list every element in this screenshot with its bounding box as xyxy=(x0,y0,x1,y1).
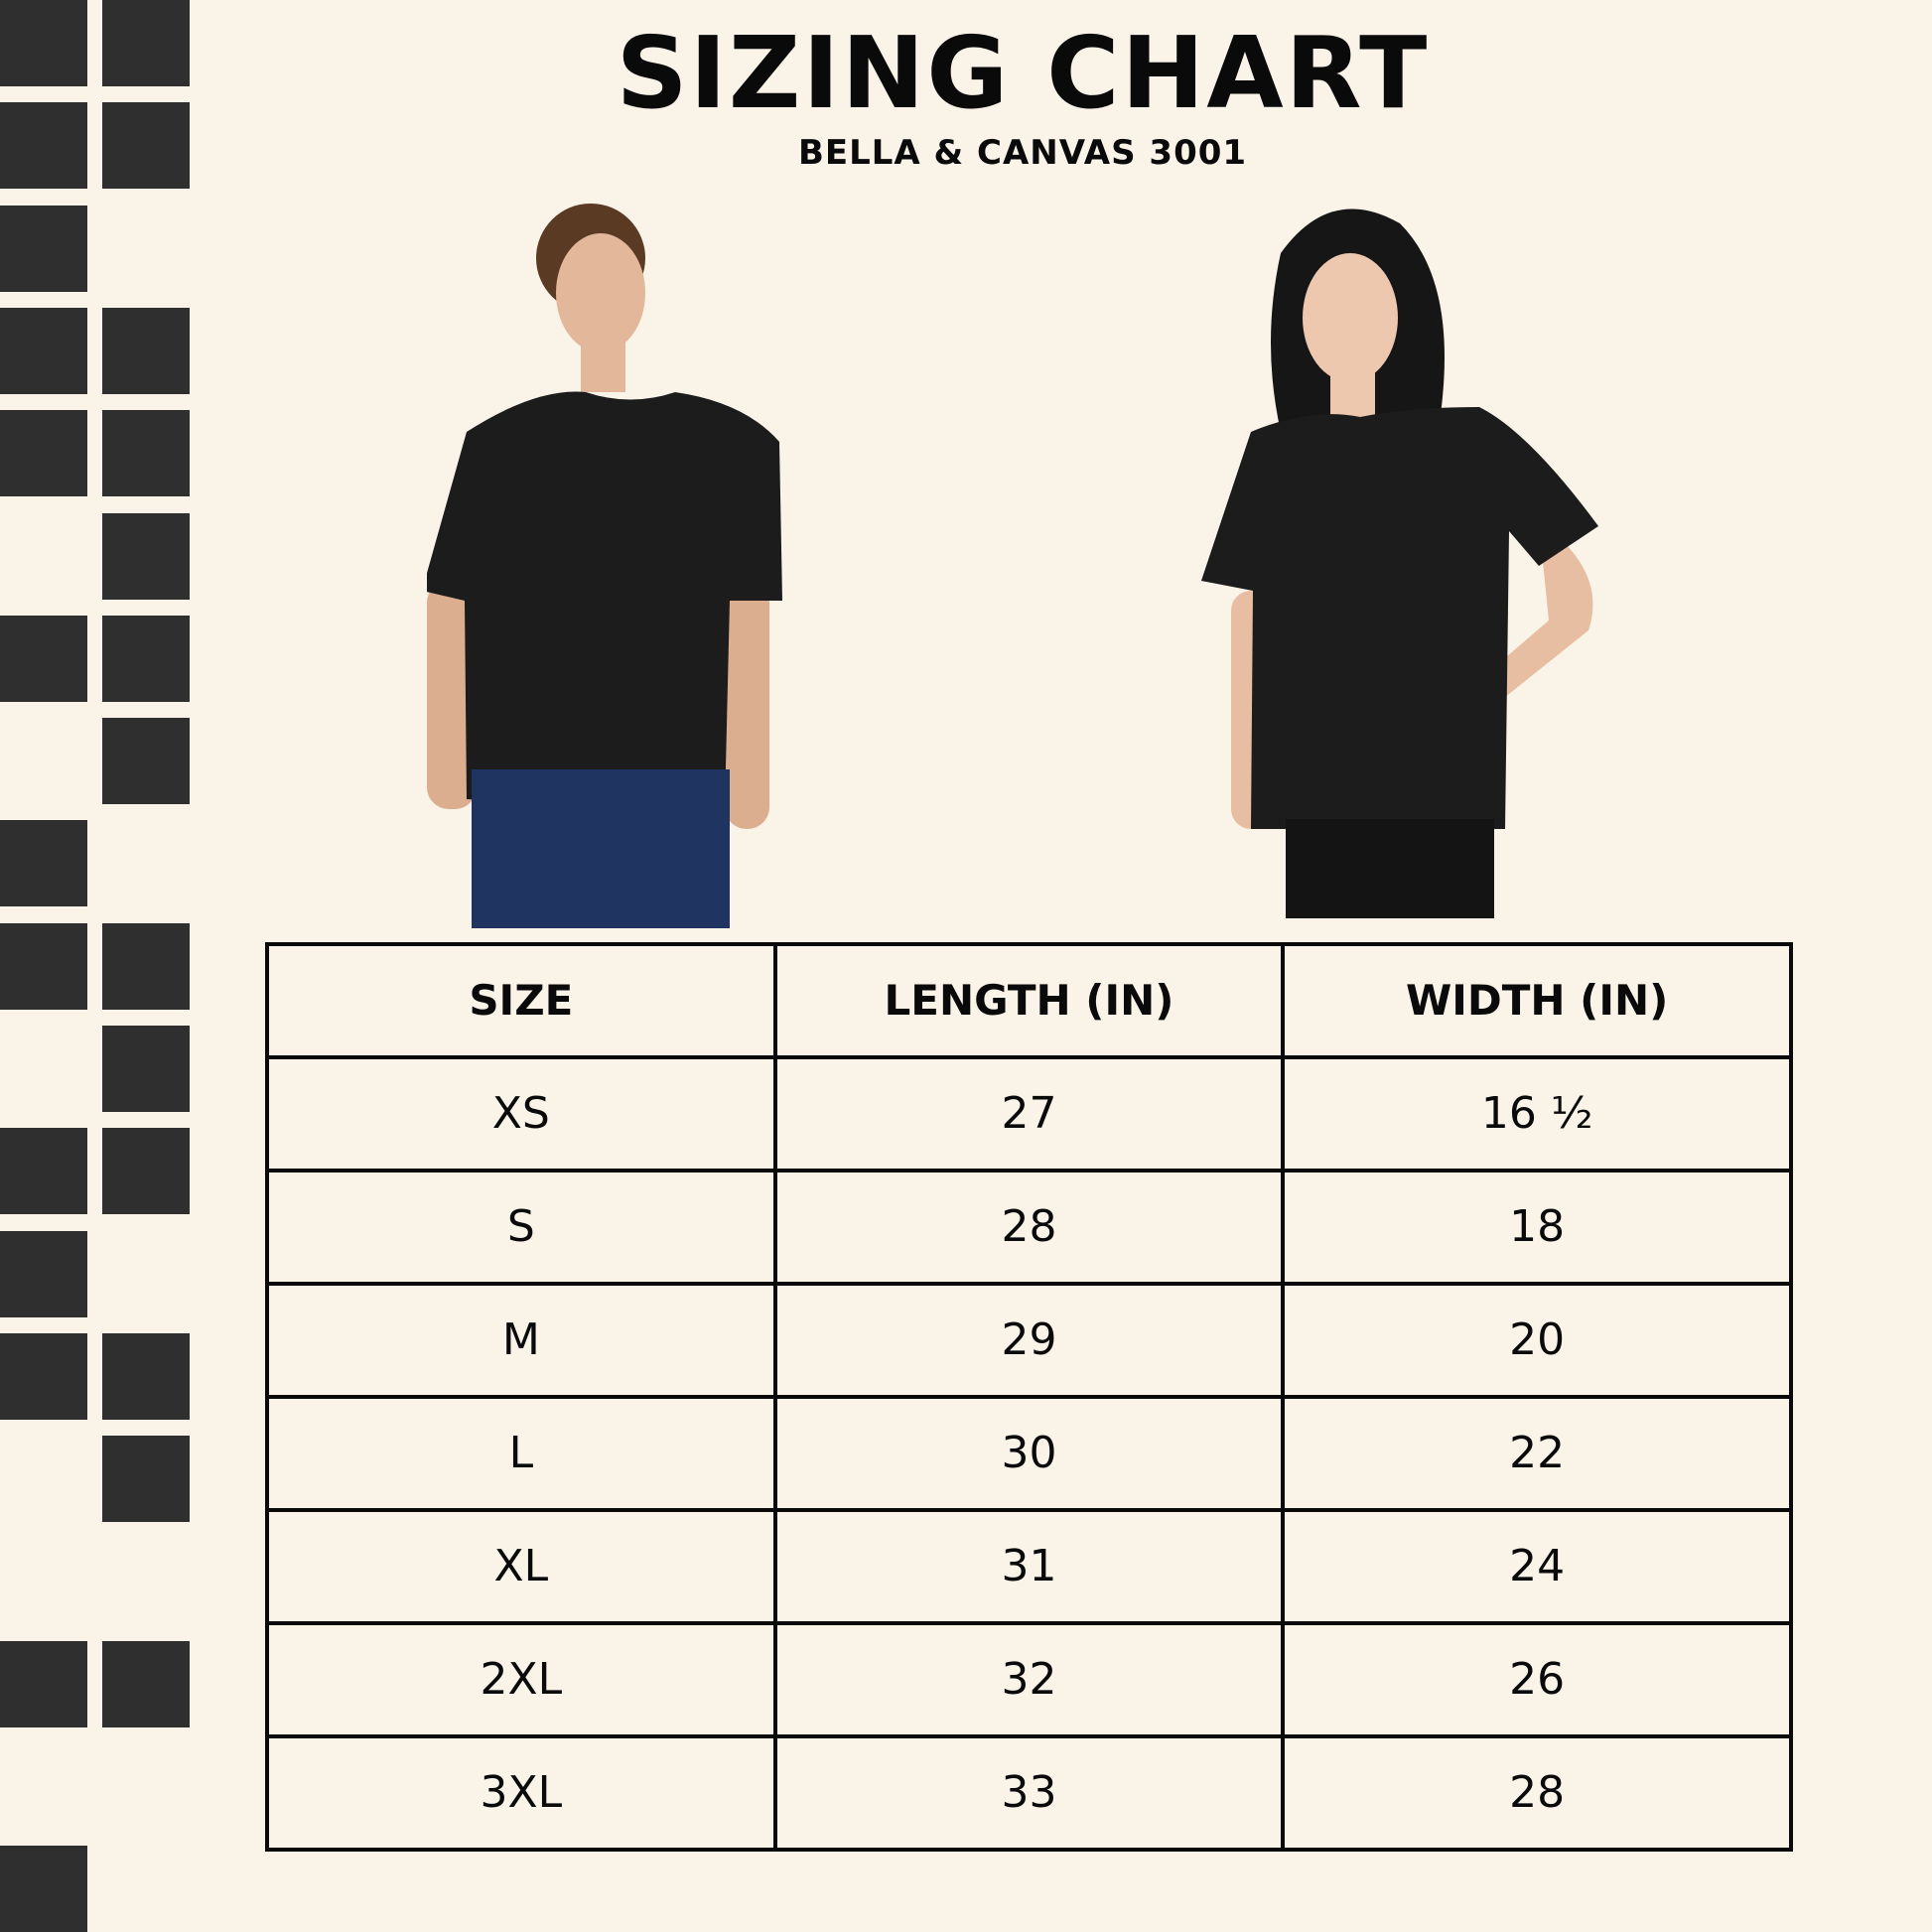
cell-size: L xyxy=(265,1395,777,1512)
cell-length: 31 xyxy=(772,1508,1286,1625)
decorative-square xyxy=(102,308,190,394)
decorative-square xyxy=(102,410,190,496)
table-row: 2XL 32 26 xyxy=(265,1621,1793,1738)
column-header-width: WIDTH (IN) xyxy=(1281,942,1793,1059)
table-row: S 28 18 xyxy=(265,1169,1793,1286)
cell-width: 26 xyxy=(1281,1621,1793,1738)
cell-size: 3XL xyxy=(265,1734,777,1852)
cell-size: 2XL xyxy=(265,1621,777,1738)
cell-size: XS xyxy=(265,1055,777,1173)
decorative-square xyxy=(0,0,87,86)
decorative-square xyxy=(0,923,87,1010)
decorative-square xyxy=(0,1846,87,1932)
decorative-square xyxy=(0,1128,87,1214)
decorative-square xyxy=(102,1436,190,1522)
table-header-row: SIZE LENGTH (IN) WIDTH (IN) xyxy=(265,942,1793,1059)
column-header-size: SIZE xyxy=(265,942,777,1059)
decorative-square xyxy=(102,513,190,600)
table-row: XL 31 24 xyxy=(265,1508,1793,1625)
decorative-square xyxy=(0,820,87,906)
decorative-square xyxy=(102,102,190,189)
cell-length: 29 xyxy=(772,1282,1286,1399)
cell-size: XL xyxy=(265,1508,777,1625)
cell-width: 16 ½ xyxy=(1281,1055,1793,1173)
decorative-square xyxy=(102,0,190,86)
table-row: 3XL 33 28 xyxy=(265,1734,1793,1852)
column-header-length: LENGTH (IN) xyxy=(772,942,1286,1059)
cell-width: 22 xyxy=(1281,1395,1793,1512)
table-row: M 29 20 xyxy=(265,1282,1793,1399)
cell-width: 18 xyxy=(1281,1169,1793,1286)
decorative-square xyxy=(102,1333,190,1420)
decorative-square xyxy=(0,1333,87,1420)
size-table: SIZE LENGTH (IN) WIDTH (IN) XS 27 16 ½ S 28 1… xyxy=(265,942,1793,1852)
cell-length: 33 xyxy=(772,1734,1286,1852)
decorative-square xyxy=(0,410,87,496)
decorative-square xyxy=(102,718,190,804)
table-row: XS 27 16 ½ xyxy=(265,1055,1793,1173)
decorative-square xyxy=(102,616,190,702)
decorative-square xyxy=(0,1641,87,1727)
cell-length: 30 xyxy=(772,1395,1286,1512)
cell-width: 20 xyxy=(1281,1282,1793,1399)
decorative-square xyxy=(0,1231,87,1317)
decorative-square xyxy=(102,1641,190,1727)
page-subtitle: BELLA & CANVAS 3001 xyxy=(797,133,1248,173)
cell-length: 32 xyxy=(772,1621,1286,1738)
cell-width: 28 xyxy=(1281,1734,1793,1852)
decorative-square xyxy=(0,102,87,189)
decorative-square xyxy=(0,616,87,702)
cell-length: 28 xyxy=(772,1169,1286,1286)
table-row: L 30 22 xyxy=(265,1395,1793,1512)
decorative-square xyxy=(102,1128,190,1214)
cell-width: 24 xyxy=(1281,1508,1793,1625)
cell-size: M xyxy=(265,1282,777,1399)
decorative-square xyxy=(102,1026,190,1112)
decorative-square xyxy=(102,923,190,1010)
page-title: SIZING CHART xyxy=(616,15,1430,131)
female-model-image xyxy=(1201,208,1598,918)
cell-size: S xyxy=(265,1169,777,1286)
male-model-image xyxy=(427,204,782,928)
decorative-square xyxy=(0,308,87,394)
cell-length: 27 xyxy=(772,1055,1286,1173)
decorative-square xyxy=(0,206,87,292)
